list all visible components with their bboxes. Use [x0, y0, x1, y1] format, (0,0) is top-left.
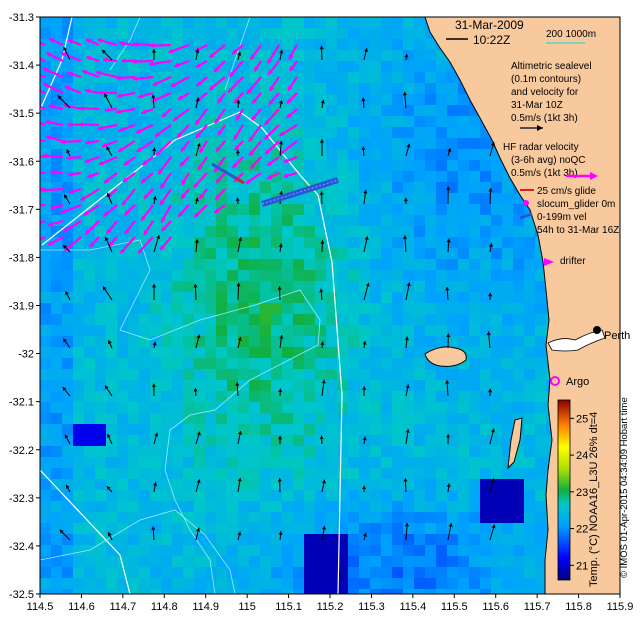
y-tick-label: -32.3 [9, 493, 34, 505]
argo-marker: Argo [550, 376, 589, 388]
x-tick-label: 114.7 [109, 601, 136, 613]
colorbar-tick-label: 23 [576, 487, 588, 499]
colorbar-tick-label: 24 [576, 450, 588, 462]
map-header: 31-Mar-2009 10:22Z 200 1000m [446, 18, 596, 47]
x-tick-label: 115.9 [607, 601, 634, 613]
x-tick-label: 115.2 [317, 601, 344, 613]
x-tick-label: 115.1 [275, 601, 302, 613]
glider-track [211, 162, 339, 207]
x-tick-label: 114.9 [192, 601, 219, 613]
x-tick-label: 115.8 [565, 601, 592, 613]
y-tick-label: -31.3 [9, 12, 34, 24]
altimetric-legend: Altimetric sealevel (0.1m contours) and … [511, 61, 592, 131]
svg-text:31-Mar 10Z: 31-Mar 10Z [511, 100, 563, 111]
svg-text:(3-6h avg) noQC: (3-6h avg) noQC [511, 155, 585, 166]
temperature-colorbar: 21 22 23 24 25 Temp. (°C) NOAA16_L3U 26% dt=… [557, 397, 630, 587]
colorbar-tick-label: 25 [576, 413, 588, 425]
y-axis-ticks: -31.3 -31.4 -31.5 -31.6 -31.7 -31.8 -31.9 -32 -3… [9, 12, 40, 601]
svg-text:25 cm/s glide: 25 cm/s glide [537, 186, 596, 197]
perth-label: Perth [604, 330, 630, 342]
y-tick-label: -31.7 [9, 204, 34, 216]
scale-label: 200 1000m [546, 29, 596, 40]
svg-text:0.5m/s (1kt 3h): 0.5m/s (1kt 3h) [511, 168, 578, 179]
x-tick-label: 114.5 [27, 601, 54, 613]
svg-text:54h to 31-Mar 16Z: 54h to 31-Mar 16Z [537, 225, 619, 236]
argo-label: Argo [566, 376, 589, 388]
y-tick-label: -32.5 [9, 589, 34, 601]
x-tick-label: 115.7 [524, 601, 551, 613]
svg-text:HF radar velocity: HF radar velocity [503, 142, 579, 153]
x-tick-label: 114.6 [68, 601, 95, 613]
imos-credit: © IMOS 01-Apr-2015 04:34:09 Hobart time [619, 397, 630, 578]
x-tick-label: 115.4 [399, 601, 426, 613]
colorbar-tick-label: 22 [576, 524, 588, 536]
y-tick-label: -32 [18, 349, 34, 361]
drifter-legend: drifter [544, 256, 586, 267]
map-time: 10:22Z [473, 33, 510, 47]
hf-radar-legend: HF radar velocity (3-6h avg) noQC 0.5m/s… [503, 142, 598, 180]
hf-radar-velocity-arrows [40, 37, 298, 254]
map-date: 31-Mar-2009 [455, 18, 524, 32]
colorbar-label: Temp. (°C) NOAA16_L3U 26% dt=4 [588, 412, 600, 587]
glider-legend: 25 cm/s glide slocum_glider 0m 0-199m ve… [519, 186, 619, 236]
coastline-land [424, 17, 620, 594]
x-tick-label: 115.6 [482, 601, 509, 613]
svg-text:drifter: drifter [560, 256, 586, 267]
y-tick-label: -32.4 [9, 541, 34, 553]
x-tick-label: 115.3 [358, 601, 385, 613]
y-tick-label: -32.2 [9, 445, 34, 457]
x-axis-ticks: 114.5 114.6 114.7 114.8 114.9 115 115.1 115.2 11… [27, 594, 634, 613]
colorbar-tick-label: 21 [576, 560, 588, 572]
y-tick-label: -31.6 [9, 156, 34, 168]
y-tick-label: -31.5 [9, 108, 34, 120]
y-tick-label: -31.4 [9, 60, 34, 72]
svg-text:0-199m vel: 0-199m vel [537, 212, 586, 223]
y-tick-label: -31.8 [9, 252, 34, 264]
svg-text:and velocity for: and velocity for [511, 87, 579, 98]
svg-text:(0.1m contours): (0.1m contours) [511, 74, 581, 85]
perth-marker: Perth [593, 326, 630, 342]
x-tick-label: 115 [238, 601, 256, 613]
altimetry-velocity-arrows [57, 45, 496, 541]
y-tick-label: -32.1 [9, 397, 34, 409]
svg-text:slocum_glider 0m: slocum_glider 0m [537, 199, 615, 210]
svg-text:0.5m/s (1kt 3h): 0.5m/s (1kt 3h) [511, 113, 578, 124]
x-tick-label: 115.5 [441, 601, 468, 613]
y-tick-label: -31.9 [9, 301, 34, 313]
x-tick-label: 114.8 [151, 601, 178, 613]
svg-text:Altimetric sealevel: Altimetric sealevel [511, 61, 592, 72]
